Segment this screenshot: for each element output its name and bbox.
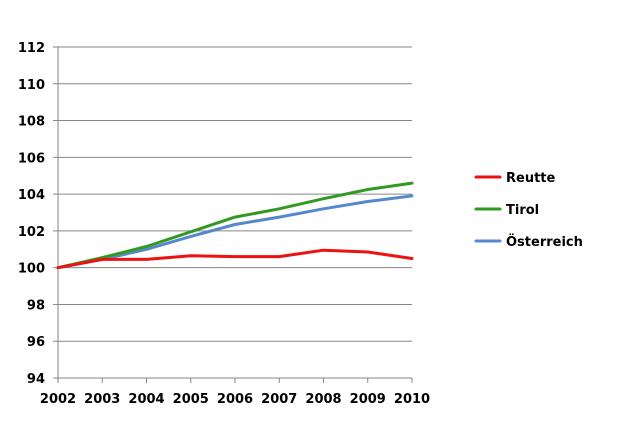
legend-label: Reutte	[506, 171, 556, 186]
axes	[53, 46, 413, 383]
x-tick-label: 2004	[128, 392, 164, 407]
x-tick-label: 2002	[40, 392, 76, 407]
y-tick-label: 94	[27, 372, 45, 387]
legend-label: Österreich	[506, 234, 583, 250]
legend-label: Tirol	[506, 203, 539, 218]
x-tick-label: 2008	[305, 392, 341, 407]
x-tick-label: 2003	[84, 392, 120, 407]
x-tick-label: 2006	[217, 392, 253, 407]
grid-lines	[58, 46, 412, 342]
y-tick-label: 96	[27, 335, 45, 350]
series-lines	[56, 181, 414, 270]
y-tick-label: 108	[18, 115, 45, 130]
series-line--sterreich	[56, 194, 414, 270]
x-tick-label: 2010	[394, 392, 430, 407]
x-tick-label: 2005	[173, 392, 209, 407]
y-tick-label: 100	[18, 262, 45, 277]
series-line-reutte	[56, 248, 414, 270]
y-tick-label: 98	[27, 298, 45, 313]
x-tick-label: 2007	[261, 392, 297, 407]
y-tick-label: 110	[18, 78, 45, 93]
x-tick-label: 2009	[350, 392, 386, 407]
y-tick-labels: 94 96 98 100 102 104 106 108 110 112	[18, 41, 45, 387]
y-tick-label: 102	[18, 225, 45, 240]
y-tick-label: 104	[18, 188, 45, 203]
y-tick-label: 112	[18, 41, 45, 56]
series-line-tirol	[56, 181, 414, 270]
y-tick-label: 106	[18, 151, 45, 166]
legend: Reutte Tirol Österreich	[474, 171, 583, 250]
x-tick-labels: 2002 2003 2004 2005 2006 2007 2008 2009 2010	[40, 392, 430, 407]
